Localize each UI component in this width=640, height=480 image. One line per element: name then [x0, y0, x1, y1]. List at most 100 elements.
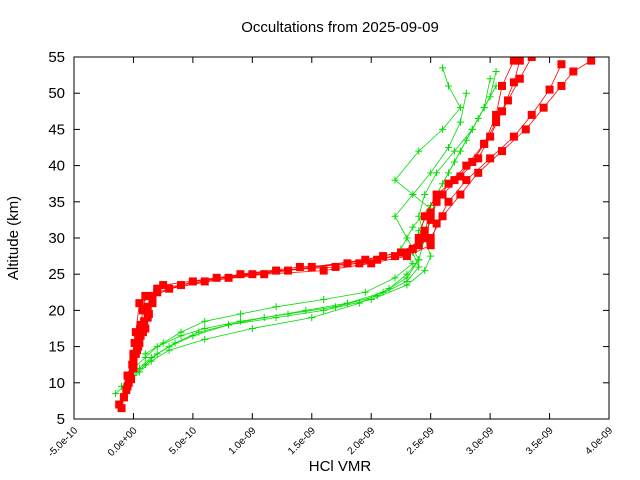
data-point	[409, 259, 417, 267]
data-point	[498, 81, 506, 90]
data-point	[307, 262, 316, 271]
data-point	[355, 259, 364, 268]
data-point	[373, 292, 381, 300]
data-point	[462, 136, 470, 144]
data-point	[480, 139, 489, 148]
y-tick-label: 35	[48, 194, 65, 211]
x-tick-label: 1.0e-09	[227, 425, 259, 457]
data-point	[545, 85, 554, 94]
data-point	[439, 125, 447, 133]
data-point	[527, 57, 536, 61]
data-point	[509, 57, 518, 65]
data-point	[426, 215, 435, 224]
chart-title: Occultations from 2025-09-09	[241, 19, 439, 36]
data-point	[177, 328, 185, 336]
data-point	[200, 277, 209, 286]
data-point	[474, 115, 482, 123]
data-point	[159, 281, 168, 290]
profile-line	[121, 60, 515, 409]
data-point	[486, 75, 494, 83]
data-point	[331, 262, 340, 271]
data-point	[143, 302, 152, 311]
data-point	[486, 132, 495, 141]
data-point	[409, 223, 417, 231]
data-point	[135, 299, 144, 308]
data-point	[332, 303, 340, 311]
x-axis-label: HCl VMR	[309, 458, 372, 475]
data-point	[432, 219, 441, 228]
data-point	[284, 266, 292, 275]
data-point	[450, 176, 459, 185]
data-point	[498, 147, 506, 156]
data-point	[201, 317, 209, 325]
data-point	[272, 303, 280, 311]
data-point	[379, 288, 387, 296]
data-point	[201, 335, 209, 343]
data-point	[515, 57, 524, 65]
profile-line	[127, 64, 562, 376]
y-tick-label: 15	[48, 339, 65, 356]
y-tick-label: 30	[48, 230, 65, 247]
profile-line	[118, 60, 521, 405]
data-point	[492, 67, 500, 75]
data-point	[159, 339, 167, 347]
x-tick-label: 4.0e-09	[583, 425, 615, 457]
data-point	[426, 241, 435, 250]
data-point	[402, 248, 411, 257]
data-point	[426, 208, 435, 217]
data-point	[438, 190, 447, 199]
data-point	[141, 350, 149, 358]
plot-area	[112, 57, 596, 413]
x-tick-label: 3.0e-09	[464, 425, 496, 457]
data-point	[236, 270, 245, 279]
data-point	[415, 147, 423, 155]
y-tick-label: 45	[48, 121, 65, 138]
profile-line	[127, 85, 497, 380]
data-point	[427, 169, 435, 177]
data-point	[138, 328, 147, 337]
data-point	[439, 64, 447, 72]
data-point	[445, 144, 452, 151]
data-point	[456, 190, 465, 199]
data-point	[433, 169, 441, 177]
data-point	[236, 310, 244, 318]
data-point	[131, 328, 140, 337]
data-point	[444, 197, 453, 206]
y-axis-label: Altitude (km)	[5, 196, 22, 280]
data-point	[236, 317, 244, 325]
data-point	[403, 274, 411, 282]
x-tick-label: 2.0e-09	[346, 425, 378, 457]
data-point	[569, 67, 578, 76]
data-point	[153, 288, 162, 297]
data-point	[302, 306, 310, 314]
data-point	[427, 252, 435, 260]
data-point	[295, 262, 304, 271]
data-point	[171, 339, 179, 347]
data-point	[486, 154, 495, 163]
data-point	[225, 321, 233, 329]
data-point	[462, 161, 471, 170]
data-point	[456, 118, 464, 126]
data-point	[320, 306, 328, 314]
data-point	[260, 314, 268, 322]
data-point	[539, 103, 548, 112]
data-point	[474, 168, 483, 177]
data-point	[367, 259, 376, 268]
y-tick-label: 5	[57, 411, 65, 428]
data-point	[319, 266, 328, 275]
y-tick-label: 50	[48, 85, 65, 102]
data-point	[462, 89, 470, 97]
data-point	[119, 393, 128, 402]
data-point	[391, 252, 399, 261]
data-point	[409, 191, 417, 199]
data-point	[415, 263, 423, 271]
data-point	[474, 154, 483, 163]
profile-line	[121, 93, 467, 387]
data-point	[503, 96, 512, 105]
data-point	[391, 274, 399, 282]
y-tick-label: 20	[48, 302, 65, 319]
data-point	[456, 172, 465, 181]
y-axis: 5 10 15 20 25 30 35 40 45 50 55	[48, 49, 609, 428]
data-point	[450, 158, 458, 166]
